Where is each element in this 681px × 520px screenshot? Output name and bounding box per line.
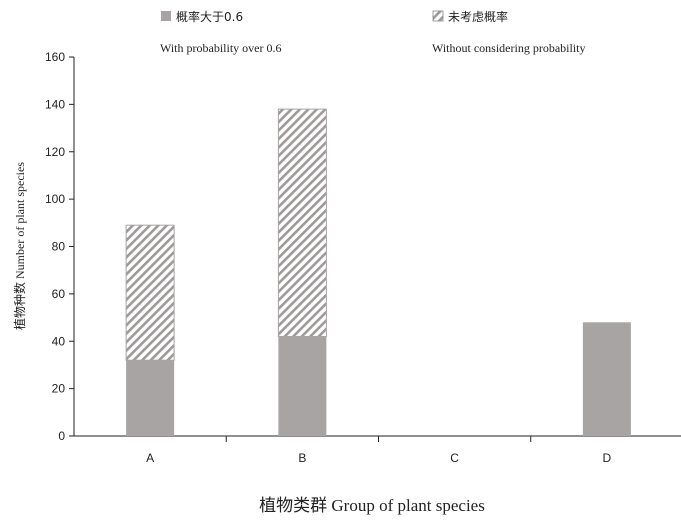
y-axis-title: 植物种数 Number of plant species: [12, 162, 27, 330]
y-tick-label: 120: [45, 145, 65, 159]
x-tick-label: D: [603, 451, 612, 465]
y-tick-label: 40: [52, 334, 66, 348]
legend-label-series1-en: With probability over 0.6: [160, 41, 282, 55]
x-tick-label: A: [146, 451, 154, 465]
legend-swatch-solid: [161, 11, 171, 21]
legend: 概率大于0.6 With probability over 0.6 未考虑概率 …: [160, 9, 586, 55]
x-axis-title: 植物类群 Group of plant species: [259, 496, 485, 515]
legend-label-series1: 概率大于0.6: [176, 9, 243, 24]
bar-probability-over-0.6-B: [278, 336, 327, 436]
bar-probability-over-0.6-A: [126, 360, 175, 436]
y-ticks: 0 20 40 60 80 100 120 140 160: [45, 50, 74, 443]
x-tick-label: C: [450, 451, 459, 465]
bar-probability-over-0.6-D: [582, 322, 631, 436]
y-tick-label: 80: [52, 240, 66, 254]
y-tick-label: 100: [45, 192, 65, 206]
legend-label-series2: 未考虑概率: [448, 9, 508, 24]
legend-label-series2-en: Without considering probability: [432, 41, 586, 55]
x-tick-label: B: [298, 451, 306, 465]
y-tick-label: 0: [58, 429, 65, 443]
bar-without-probability-B: [277, 108, 327, 338]
y-tick-label: 140: [45, 97, 65, 111]
y-tick-label: 60: [52, 287, 66, 301]
bar-without-probability-A: [125, 224, 175, 361]
y-tick-label: 160: [45, 50, 65, 64]
legend-swatch-hatch: [432, 10, 444, 22]
y-tick-label: 20: [52, 382, 66, 396]
bars: [125, 108, 631, 436]
x-ticks: A B C D: [146, 436, 612, 465]
